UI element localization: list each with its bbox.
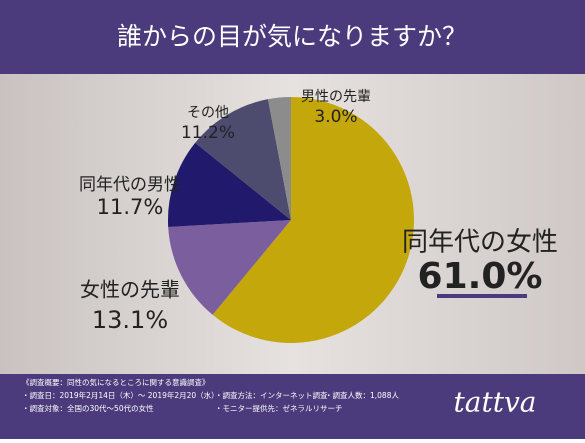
survey-note: ・調査対象：全国の30代～50代の女性: [22, 403, 154, 413]
value-label: 11.7%: [97, 195, 164, 219]
survey-note: ・調査日：2019年2月14日（木）～ 2019年2月20（水）: [22, 390, 219, 400]
chart-title: 誰からの目が気になりますか？: [117, 22, 467, 51]
survey-note: ・モニター提供先：ゼネラルリサーチ: [215, 403, 343, 413]
category-label: 女性の先輩: [80, 278, 180, 302]
value-label: 61.0%: [418, 256, 543, 297]
brand-logo: tattva: [454, 386, 537, 419]
footer-bar: [0, 374, 585, 439]
category-label: その他: [187, 105, 229, 121]
value-label: 11.2%: [181, 123, 235, 143]
category-label: 男性の先輩: [301, 89, 371, 105]
highlight-underline: [437, 294, 527, 298]
pie-slice: [195, 99, 291, 220]
pie-slice: [212, 97, 414, 343]
pie-slice: [168, 142, 291, 227]
value-label: 3.0%: [314, 107, 357, 127]
survey-note: ・調査方法：インターネット調査: [215, 390, 328, 400]
pie-slice: [168, 220, 291, 315]
category-label: 同年代の女性: [402, 228, 558, 258]
survey-note: 《調査概要：同性の気になるところに関する意識調査》: [22, 377, 210, 387]
category-label: 同年代の男性: [79, 175, 181, 195]
survey-note: ・調査人数：1,088人: [325, 390, 399, 400]
pie-slice: [267, 97, 291, 220]
value-label: 13.1%: [92, 306, 168, 334]
header-bar: [0, 0, 585, 74]
